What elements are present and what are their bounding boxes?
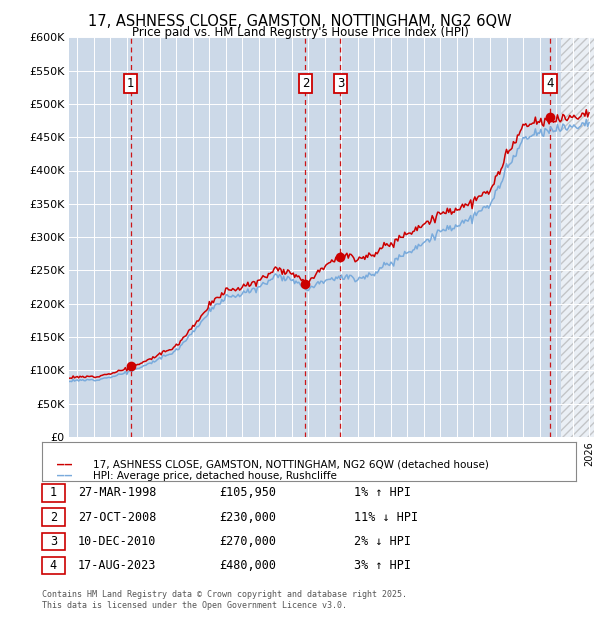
Text: 17, ASHNESS CLOSE, GAMSTON, NOTTINGHAM, NG2 6QW: 17, ASHNESS CLOSE, GAMSTON, NOTTINGHAM, … bbox=[88, 14, 512, 29]
Text: 3: 3 bbox=[337, 78, 344, 91]
Text: 3: 3 bbox=[50, 535, 57, 547]
Text: 2: 2 bbox=[50, 511, 57, 523]
Text: ——: —— bbox=[57, 469, 72, 482]
Text: 4: 4 bbox=[50, 559, 57, 572]
Text: £105,950: £105,950 bbox=[219, 487, 276, 499]
Text: 2: 2 bbox=[302, 78, 309, 91]
Text: ——: —— bbox=[57, 458, 72, 471]
Text: 1: 1 bbox=[50, 487, 57, 499]
Text: £270,000: £270,000 bbox=[219, 535, 276, 547]
Text: Contains HM Land Registry data © Crown copyright and database right 2025.
This d: Contains HM Land Registry data © Crown c… bbox=[42, 590, 407, 609]
Text: 1% ↑ HPI: 1% ↑ HPI bbox=[354, 487, 411, 499]
Text: 27-OCT-2008: 27-OCT-2008 bbox=[78, 511, 157, 523]
Text: 4: 4 bbox=[546, 78, 554, 91]
Text: 1: 1 bbox=[127, 78, 134, 91]
Text: 3% ↑ HPI: 3% ↑ HPI bbox=[354, 559, 411, 572]
Text: 17, ASHNESS CLOSE, GAMSTON, NOTTINGHAM, NG2 6QW (detached house): 17, ASHNESS CLOSE, GAMSTON, NOTTINGHAM, … bbox=[93, 459, 489, 469]
Text: 27-MAR-1998: 27-MAR-1998 bbox=[78, 487, 157, 499]
Bar bbox=[561, 37, 594, 437]
Text: 2% ↓ HPI: 2% ↓ HPI bbox=[354, 535, 411, 547]
Text: £480,000: £480,000 bbox=[219, 559, 276, 572]
Text: 17-AUG-2023: 17-AUG-2023 bbox=[78, 559, 157, 572]
Text: HPI: Average price, detached house, Rushcliffe: HPI: Average price, detached house, Rush… bbox=[93, 471, 337, 480]
Text: £230,000: £230,000 bbox=[219, 511, 276, 523]
Text: Price paid vs. HM Land Registry's House Price Index (HPI): Price paid vs. HM Land Registry's House … bbox=[131, 26, 469, 39]
Text: 10-DEC-2010: 10-DEC-2010 bbox=[78, 535, 157, 547]
Text: 11% ↓ HPI: 11% ↓ HPI bbox=[354, 511, 418, 523]
